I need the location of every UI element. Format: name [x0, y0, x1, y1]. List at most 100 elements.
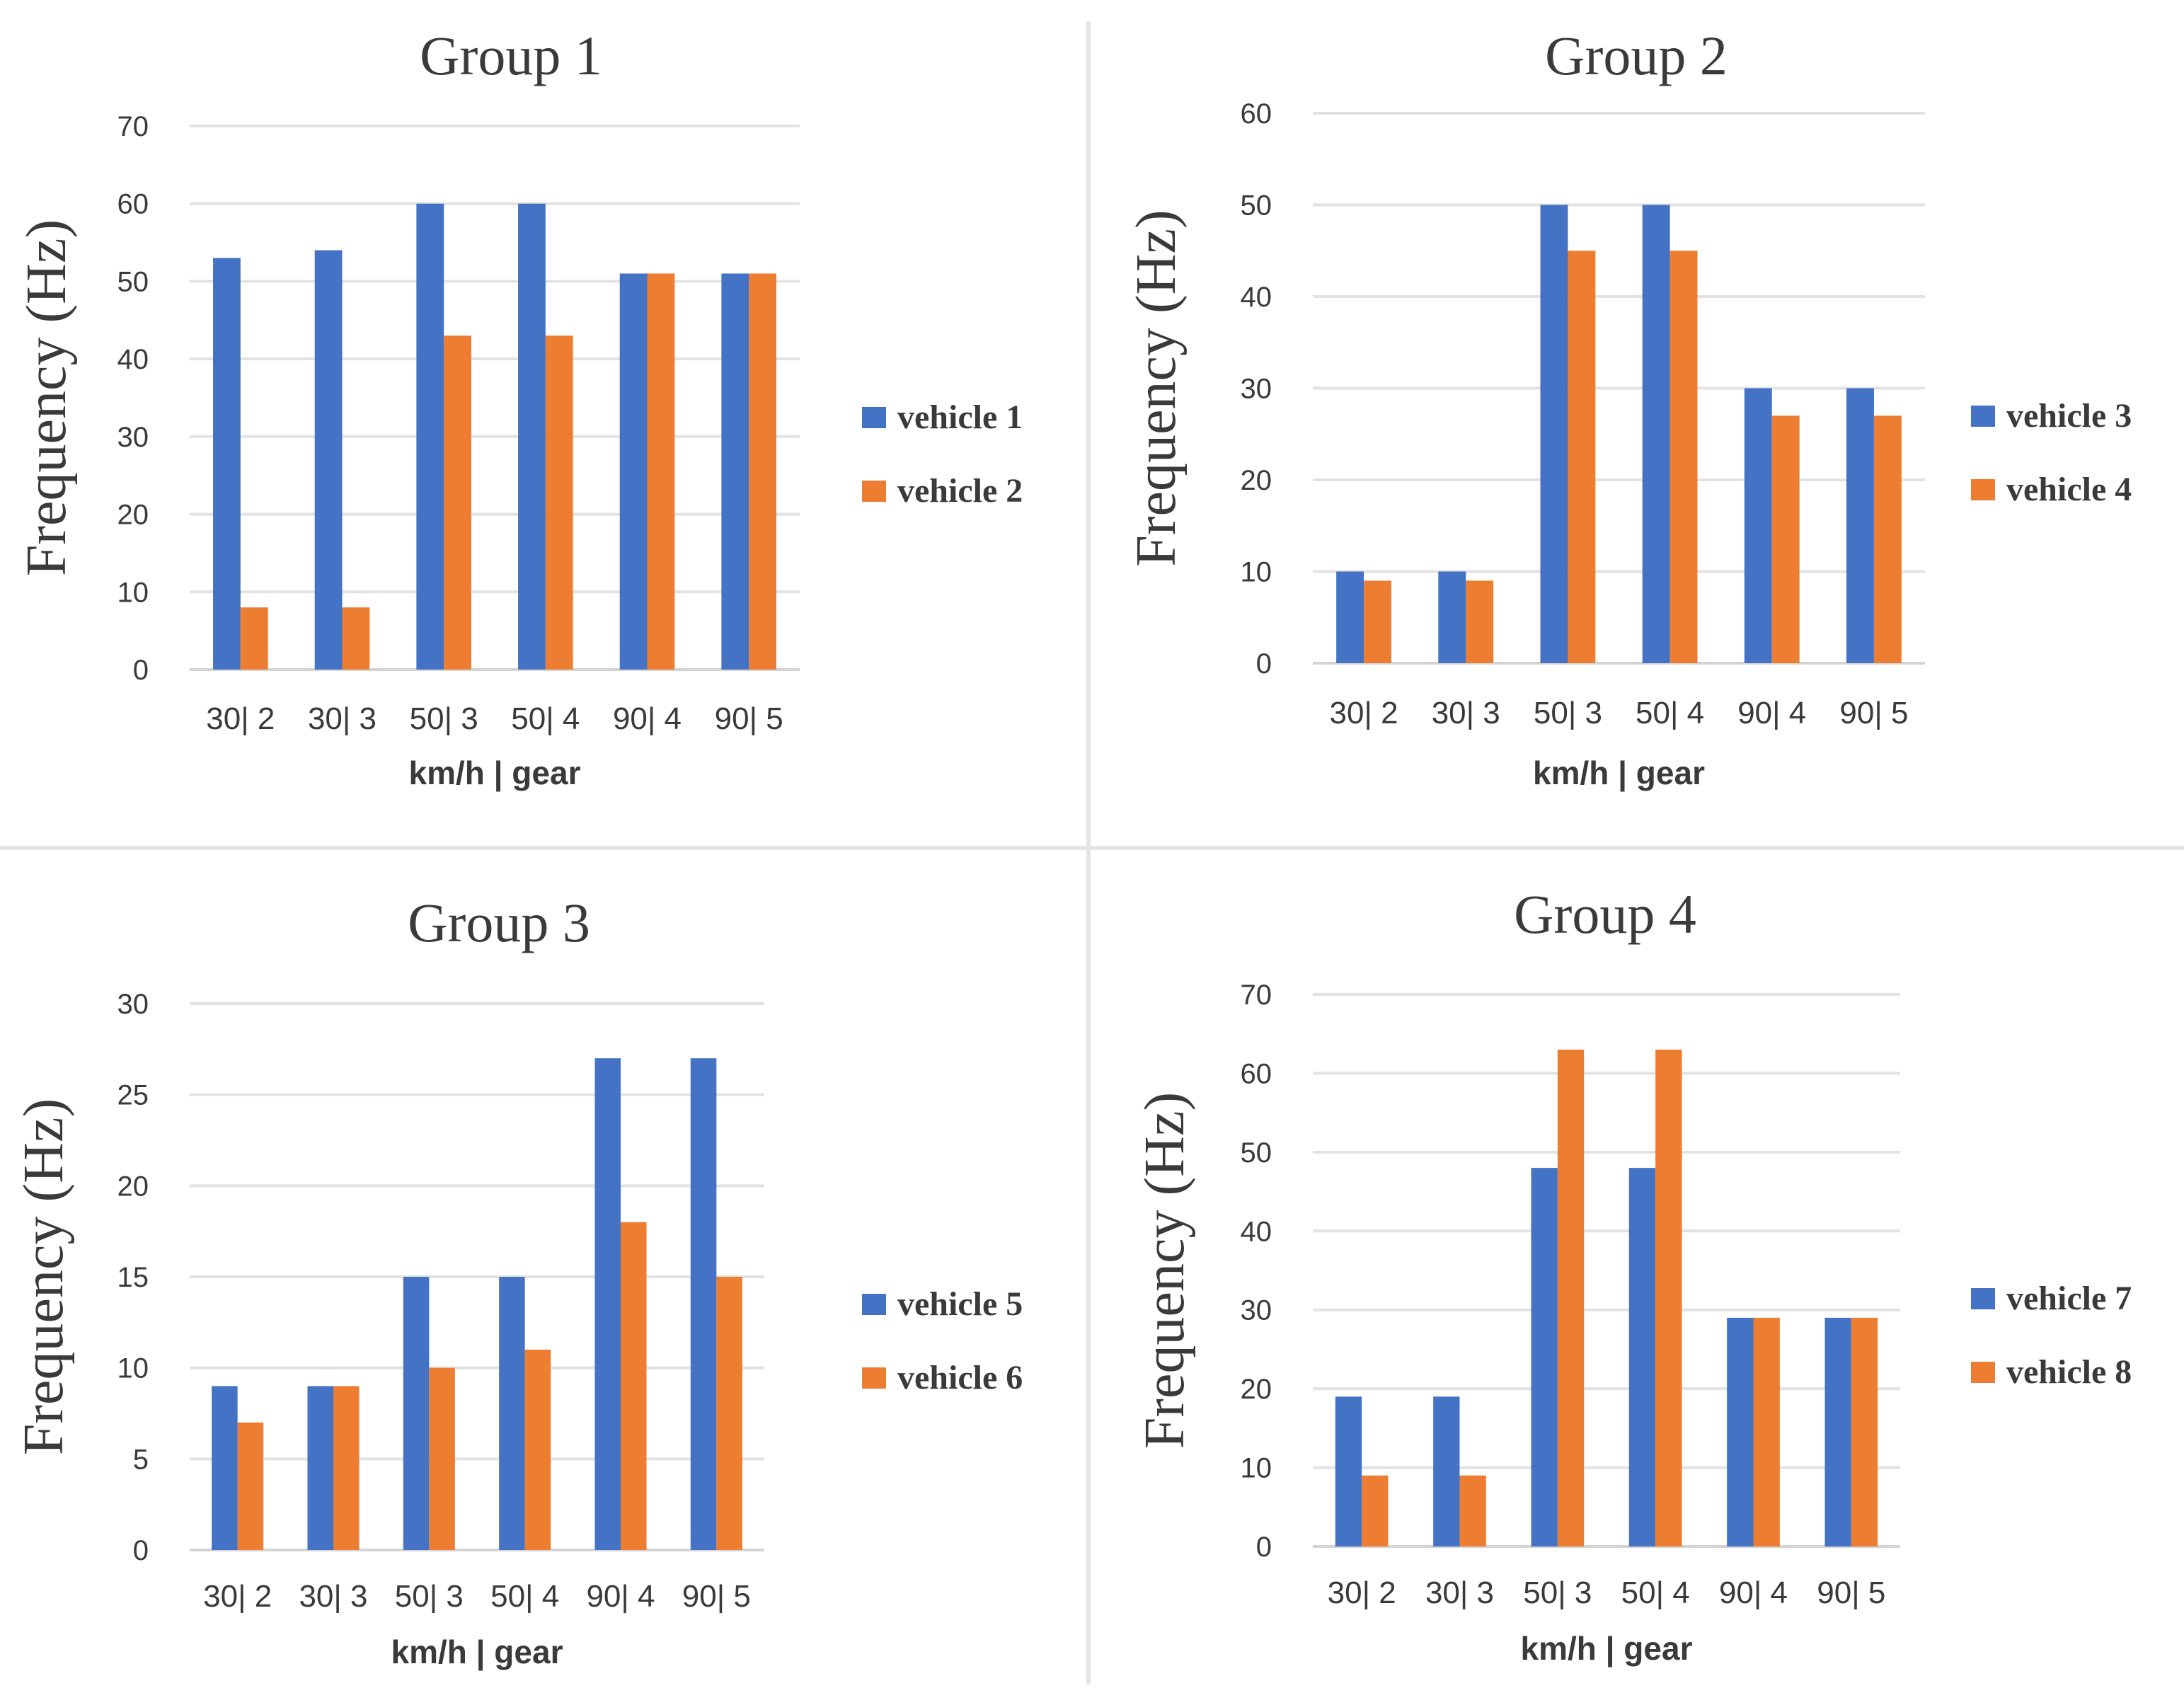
x-tick-label: 90| 4	[586, 1579, 655, 1614]
legend-label: vehicle 7	[2006, 1280, 2132, 1317]
chart-title: Group 4	[1514, 883, 1696, 945]
x-tick-label: 90| 5	[682, 1579, 751, 1614]
y-tick-label: 50	[117, 266, 149, 297]
x-tick-label: 50| 4	[1621, 1575, 1690, 1610]
bar-vehicle-8-3	[1655, 1050, 1682, 1546]
bar-vehicle-6-3	[524, 1349, 551, 1550]
x-axis-label: km/h | gear	[1533, 754, 1705, 791]
bar-vehicle-3-3	[1642, 205, 1670, 663]
legend-swatch	[862, 407, 886, 428]
x-axis-label: km/h | gear	[409, 754, 581, 791]
legend-swatch	[1971, 479, 1995, 500]
bar-vehicle-8-5	[1851, 1317, 1878, 1546]
bar-vehicle-1-2	[416, 203, 444, 670]
y-tick-label: 50	[1241, 190, 1272, 222]
bar-vehicle-2-5	[749, 273, 776, 670]
legend-swatch	[862, 1294, 886, 1315]
bar-vehicle-6-2	[429, 1367, 455, 1550]
bar-vehicle-3-1	[1438, 571, 1466, 663]
y-axis-label: Frequency (Hz)	[1125, 209, 1188, 566]
x-tick-label: 90| 5	[1817, 1575, 1885, 1610]
x-tick-label: 30| 2	[203, 1579, 272, 1614]
bar-vehicle-3-4	[1744, 388, 1772, 663]
x-axis-label: km/h | gear	[391, 1634, 563, 1670]
x-tick-label: 50| 3	[410, 701, 478, 736]
y-tick-label: 0	[1256, 1532, 1272, 1563]
legend-swatch	[1971, 406, 1995, 427]
bar-vehicle-6-4	[621, 1222, 647, 1550]
x-axis-label: km/h | gear	[1521, 1630, 1693, 1667]
bar-vehicle-1-4	[619, 273, 648, 670]
y-axis-label: Frequency (Hz)	[1134, 1092, 1196, 1449]
y-tick-label: 30	[1241, 1295, 1272, 1326]
bar-vehicle-7-0	[1335, 1396, 1362, 1546]
legend-label: vehicle 8	[2006, 1353, 2132, 1391]
chart-panel-group-1: Group 1 Frequency (Hz) 0 10 20 30 40 50 60 70 30| …	[16, 25, 1023, 791]
y-tick-label: 10	[1241, 1453, 1272, 1484]
y-tick-label: 30	[1241, 374, 1272, 405]
bar-vehicle-8-1	[1459, 1475, 1486, 1546]
legend-label: vehicle 1	[897, 398, 1023, 436]
chart-title: Group 2	[1545, 25, 1728, 86]
bar-vehicle-3-2	[1540, 205, 1568, 663]
x-tick-label: 30| 3	[1432, 696, 1500, 730]
x-tick-label: 90| 4	[1737, 696, 1806, 730]
bar-vehicle-3-0	[1336, 571, 1364, 663]
x-tick-label: 30| 2	[1330, 696, 1398, 730]
x-tick-label: 30| 3	[308, 701, 377, 736]
y-tick-label: 5	[133, 1444, 149, 1475]
bar-vehicle-8-0	[1362, 1475, 1389, 1546]
bar-vehicle-2-2	[444, 335, 471, 670]
y-tick-label: 25	[117, 1080, 149, 1111]
bar-vehicle-8-4	[1753, 1317, 1780, 1546]
bar-vehicle-4-3	[1669, 251, 1698, 663]
bar-vehicle-4-5	[1873, 415, 1902, 663]
bar-vehicle-6-0	[237, 1422, 264, 1550]
chart-panel-group-2: Group 2 Frequency (Hz) 0 10 20 30 40 50 60 30| 2 3…	[1125, 25, 2132, 791]
y-tick-label: 50	[1241, 1137, 1272, 1169]
bar-vehicle-6-5	[716, 1277, 742, 1550]
y-tick-label: 40	[1241, 282, 1272, 313]
y-tick-label: 30	[117, 422, 149, 453]
legend-swatch	[1971, 1362, 1995, 1383]
bar-vehicle-7-5	[1824, 1317, 1851, 1546]
bar-vehicle-1-3	[518, 203, 546, 670]
bar-vehicle-1-5	[721, 273, 749, 670]
bar-vehicle-5-0	[212, 1386, 238, 1550]
bar-vehicle-6-1	[333, 1386, 360, 1550]
y-tick-label: 60	[1241, 1058, 1272, 1089]
chart-panel-group-4: Group 4 Frequency (Hz) 0 10 20 30 40 50 60 70 30| …	[1134, 883, 2132, 1667]
y-tick-label: 10	[1241, 557, 1272, 588]
y-tick-label: 70	[1241, 980, 1272, 1011]
y-tick-label: 30	[117, 989, 149, 1020]
y-tick-label: 15	[117, 1262, 149, 1293]
y-tick-label: 20	[117, 500, 149, 531]
legend-swatch	[862, 481, 886, 502]
legend-swatch	[1971, 1288, 1995, 1309]
bar-vehicle-7-1	[1433, 1396, 1460, 1546]
x-tick-label: 90| 4	[1719, 1575, 1788, 1610]
bar-vehicle-2-4	[647, 273, 675, 670]
bar-vehicle-1-1	[314, 250, 343, 670]
x-tick-label: 50| 3	[395, 1579, 464, 1614]
bar-vehicle-5-1	[307, 1386, 333, 1550]
x-tick-label: 50| 3	[1523, 1575, 1592, 1610]
chart-panel-group-3: Group 3 Frequency (Hz) 0 5 10 15 20 25 30 30| 2 30…	[13, 892, 1023, 1670]
x-tick-label: 30| 3	[299, 1579, 367, 1614]
bar-vehicle-2-3	[545, 335, 573, 670]
bar-vehicle-3-5	[1846, 388, 1874, 663]
legend-label: vehicle 6	[897, 1359, 1023, 1396]
bar-vehicle-7-2	[1531, 1168, 1558, 1546]
bar-vehicle-4-1	[1466, 580, 1494, 663]
y-axis-label: Frequency (Hz)	[16, 219, 78, 576]
bar-vehicle-2-1	[342, 607, 370, 670]
chart-title: Group 3	[408, 892, 590, 953]
y-tick-label: 0	[133, 1535, 149, 1566]
y-axis-label: Frequency (Hz)	[13, 1098, 75, 1455]
y-tick-label: 20	[1241, 1374, 1272, 1405]
y-tick-label: 10	[117, 577, 149, 608]
y-tick-label: 0	[1256, 648, 1272, 679]
x-tick-label: 90| 4	[613, 701, 682, 736]
x-tick-label: 30| 2	[206, 701, 275, 736]
